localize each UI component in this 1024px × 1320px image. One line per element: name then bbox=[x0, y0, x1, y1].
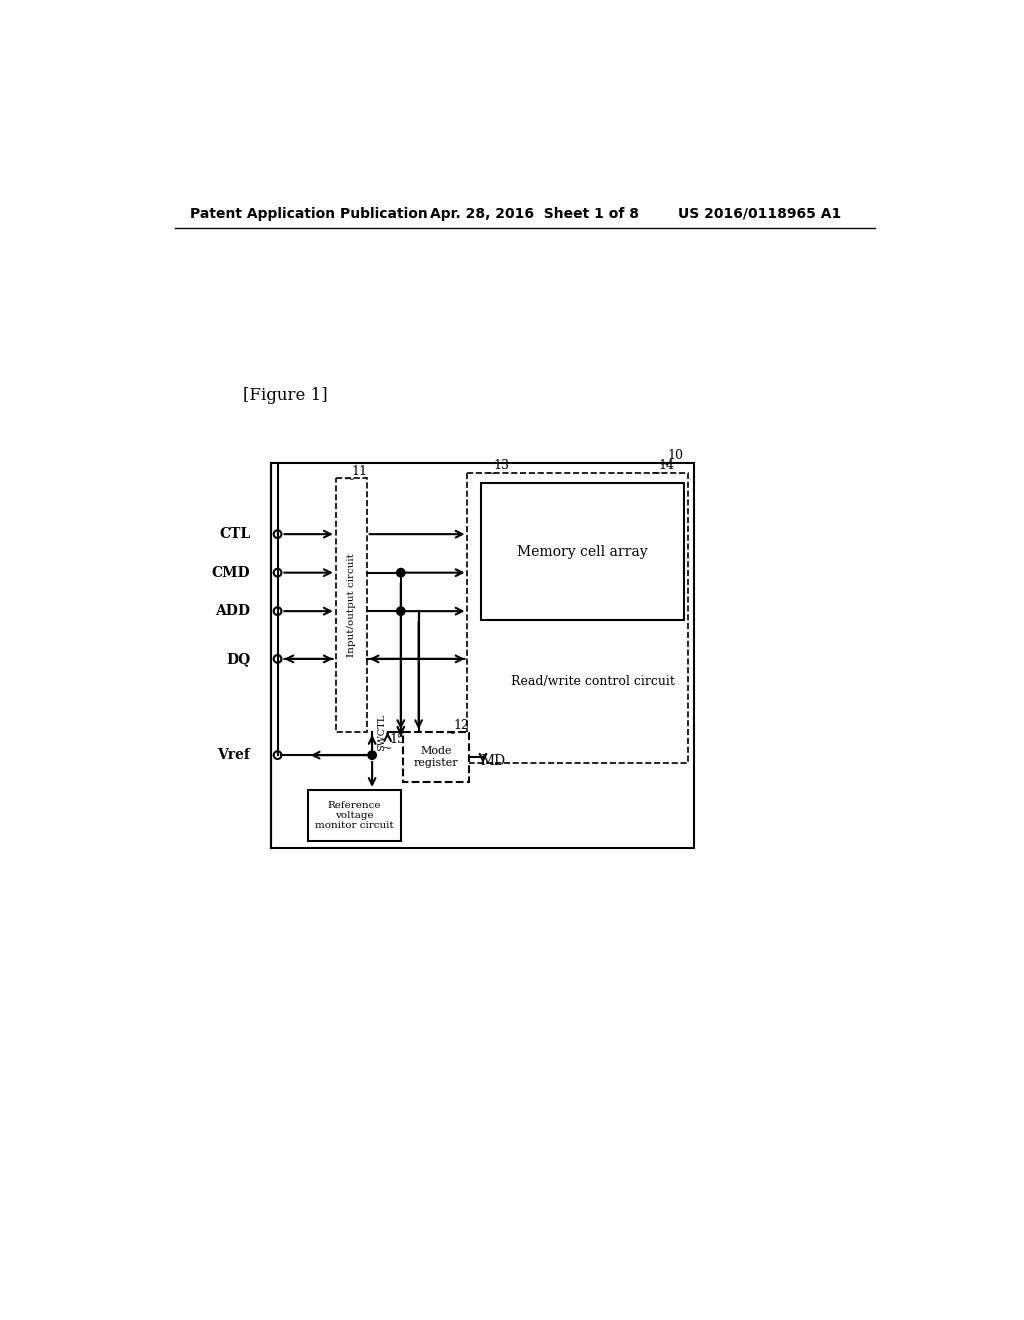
Text: SWCTL: SWCTL bbox=[377, 713, 386, 751]
Bar bbox=[403, 733, 469, 781]
Text: Patent Application Publication: Patent Application Publication bbox=[190, 207, 428, 220]
Bar bbox=[271, 462, 693, 847]
Text: [Figure 1]: [Figure 1] bbox=[243, 387, 328, 404]
Text: Input/output circuit: Input/output circuit bbox=[347, 553, 355, 657]
Text: Apr. 28, 2016  Sheet 1 of 8: Apr. 28, 2016 Sheet 1 of 8 bbox=[430, 207, 639, 220]
Text: 10: 10 bbox=[668, 449, 683, 462]
Text: MD: MD bbox=[480, 754, 506, 768]
Text: 13: 13 bbox=[494, 459, 510, 473]
Text: 11: 11 bbox=[351, 465, 368, 478]
Text: US 2016/0118965 A1: US 2016/0118965 A1 bbox=[678, 207, 842, 220]
Text: CMD: CMD bbox=[212, 566, 251, 579]
Text: ~: ~ bbox=[486, 467, 497, 480]
Text: 15: 15 bbox=[389, 733, 406, 746]
Bar bbox=[308, 789, 400, 841]
Text: ~: ~ bbox=[659, 458, 670, 471]
Text: 14: 14 bbox=[658, 459, 675, 473]
Circle shape bbox=[397, 607, 404, 615]
Bar bbox=[336, 478, 367, 733]
Circle shape bbox=[369, 751, 376, 759]
Text: ~: ~ bbox=[381, 742, 392, 755]
Bar bbox=[467, 473, 687, 763]
Text: Mode
register: Mode register bbox=[414, 746, 459, 768]
Bar bbox=[480, 483, 684, 620]
Text: ~: ~ bbox=[651, 467, 662, 480]
Text: ~: ~ bbox=[445, 727, 457, 741]
Text: 12: 12 bbox=[454, 718, 469, 731]
Circle shape bbox=[397, 569, 404, 577]
Text: CTL: CTL bbox=[219, 527, 251, 541]
Text: ADD: ADD bbox=[215, 605, 251, 618]
Text: Read/write control circuit: Read/write control circuit bbox=[511, 676, 675, 689]
Text: Memory cell array: Memory cell array bbox=[517, 545, 648, 558]
Text: Vref: Vref bbox=[217, 748, 251, 762]
Text: Reference
voltage
monitor circuit: Reference voltage monitor circuit bbox=[315, 801, 393, 830]
Text: DQ: DQ bbox=[226, 652, 251, 665]
Text: ~: ~ bbox=[344, 473, 354, 486]
